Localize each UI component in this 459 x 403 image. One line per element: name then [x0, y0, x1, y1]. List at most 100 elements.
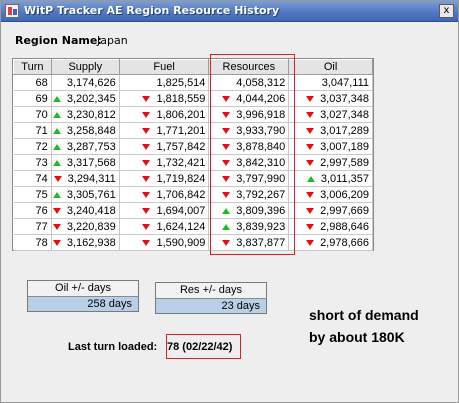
down-arrow-icon — [142, 127, 151, 134]
resources-value: 4,044,206 — [236, 92, 286, 105]
resources-value: 3,839,923 — [236, 220, 286, 233]
title-bar[interactable]: WitP Tracker AE Region Resource History … — [1, 1, 458, 22]
column-header-turn[interactable]: Turn — [13, 59, 52, 75]
app-icon — [5, 4, 19, 18]
down-arrow-icon — [222, 191, 231, 198]
supply-value: 3,305,761 — [66, 188, 116, 201]
res-days-panel: Res +/- days 23 days — [155, 282, 267, 314]
cell-supply: 3,162,938 — [51, 234, 120, 251]
fuel-value: 1,732,421 — [156, 156, 206, 169]
resources-value: 3,809,396 — [236, 204, 286, 217]
table-row[interactable]: 74 3,294,311 1,719,824 3,797,990 3,011,357 — [13, 170, 373, 187]
fuel-value: 1,706,842 — [156, 188, 206, 201]
down-arrow-icon — [306, 223, 315, 230]
column-header-fuel[interactable]: Fuel — [118, 59, 210, 75]
close-icon[interactable]: x — [439, 4, 454, 18]
region-name-value: Japan — [97, 34, 128, 47]
down-arrow-icon — [52, 223, 61, 230]
cell-fuel: 1,590,909 — [119, 234, 210, 251]
column-header-supply[interactable]: Supply — [50, 59, 120, 75]
fuel-value: 1,624,124 — [156, 220, 206, 233]
annotation-line-2: by about 180K — [309, 329, 405, 345]
up-arrow-icon — [222, 223, 231, 230]
table-row[interactable]: 72 3,287,753 1,757,842 3,878,840 3,007,189 — [13, 138, 373, 155]
down-arrow-icon — [142, 175, 151, 182]
column-header-resources[interactable]: Resources — [208, 59, 290, 75]
resources-value: 3,996,918 — [236, 108, 286, 121]
down-arrow-icon — [222, 239, 231, 246]
up-arrow-icon — [52, 143, 61, 150]
oil-days-panel: Oil +/- days 258 days — [27, 280, 139, 312]
oil-value: 2,997,589 — [320, 156, 369, 169]
cell-fuel: 1,706,842 — [119, 186, 210, 203]
table-header-row: Turn Supply Fuel Resources Oil — [13, 59, 373, 75]
cell-supply: 3,287,753 — [51, 138, 120, 155]
down-arrow-icon — [306, 143, 315, 150]
oil-days-value: 258 days — [28, 297, 138, 311]
region-name-label: Region Name: — [15, 34, 102, 47]
last-turn-label: Last turn loaded: — [68, 341, 158, 353]
cell-oil: 3,007,189 — [288, 138, 373, 155]
fuel-value: 1,825,514 — [156, 76, 206, 89]
down-arrow-icon — [306, 159, 315, 166]
cell-oil: 3,027,348 — [288, 106, 373, 123]
cell-resources: 3,792,267 — [208, 186, 290, 203]
supply-value: 3,258,848 — [66, 124, 116, 137]
down-arrow-icon — [306, 95, 315, 102]
oil-value: 3,017,289 — [320, 124, 369, 137]
down-arrow-icon — [52, 207, 61, 214]
cell-supply: 3,240,418 — [51, 202, 120, 219]
table-row[interactable]: 70 3,230,812 1,806,201 3,996,918 3,027,348 — [13, 106, 373, 123]
cell-turn: 78 — [13, 234, 52, 251]
down-arrow-icon — [222, 127, 231, 134]
down-arrow-icon — [142, 95, 151, 102]
cell-fuel: 1,624,124 — [119, 218, 210, 235]
cell-resources: 3,842,310 — [208, 154, 290, 171]
down-arrow-icon — [142, 143, 151, 150]
fuel-value: 1,757,842 — [156, 140, 206, 153]
up-arrow-icon — [306, 175, 315, 182]
oil-value: 2,978,666 — [320, 236, 369, 249]
cell-supply: 3,230,812 — [51, 106, 120, 123]
cell-supply: 3,174,626 — [51, 74, 120, 91]
table-body: 68 3,174,626 1,825,514 4,058,312 3,047,111 69… — [13, 74, 373, 251]
up-arrow-icon — [222, 207, 231, 214]
resources-value: 3,837,877 — [236, 236, 286, 249]
table-row[interactable]: 78 3,162,938 1,590,909 3,837,877 2,978,666 — [13, 234, 373, 251]
fuel-value: 1,771,201 — [156, 124, 206, 137]
down-arrow-icon — [142, 191, 151, 198]
resources-value: 3,878,840 — [236, 140, 286, 153]
down-arrow-icon — [142, 239, 151, 246]
column-header-oil[interactable]: Oil — [288, 59, 373, 75]
oil-value: 3,047,111 — [321, 76, 369, 89]
table-row[interactable]: 75 3,305,761 1,706,842 3,792,267 3,006,209 — [13, 186, 373, 203]
fuel-value: 1,590,909 — [156, 236, 206, 249]
cell-turn: 75 — [13, 186, 52, 203]
res-days-label: Res +/- days — [156, 283, 266, 299]
resources-value: 3,797,990 — [236, 172, 286, 185]
down-arrow-icon — [306, 111, 315, 118]
cell-resources: 3,878,840 — [208, 138, 290, 155]
cell-turn: 70 — [13, 106, 52, 123]
resource-history-table: Turn Supply Fuel Resources Oil 68 3,174,6… — [13, 59, 373, 251]
down-arrow-icon — [142, 159, 151, 166]
table-row[interactable]: 76 3,240,418 1,694,007 3,809,396 2,997,669 — [13, 202, 373, 219]
table-row[interactable]: 73 3,317,568 1,732,421 3,842,310 2,997,589 — [13, 154, 373, 171]
down-arrow-icon — [52, 239, 61, 246]
table-row[interactable]: 77 3,220,839 1,624,124 3,839,923 2,988,646 — [13, 218, 373, 235]
annotation-line-1: short of demand — [309, 307, 419, 323]
table-row[interactable]: 71 3,258,848 1,771,201 3,933,790 3,017,289 — [13, 122, 373, 139]
cell-fuel: 1,806,201 — [119, 106, 210, 123]
down-arrow-icon — [306, 239, 315, 246]
cell-oil: 2,997,669 — [288, 202, 373, 219]
down-arrow-icon — [222, 159, 231, 166]
demand-annotation: short of demand by about 180K — [309, 304, 459, 348]
table-row[interactable]: 68 3,174,626 1,825,514 4,058,312 3,047,111 — [13, 74, 373, 91]
supply-value: 3,287,753 — [66, 140, 116, 153]
supply-value: 3,162,938 — [66, 236, 116, 249]
fuel-value: 1,694,007 — [156, 204, 206, 217]
cell-supply: 3,202,345 — [51, 90, 120, 107]
oil-value: 2,988,646 — [320, 220, 369, 233]
table-row[interactable]: 69 3,202,345 1,818,559 4,044,206 3,037,348 — [13, 90, 373, 107]
